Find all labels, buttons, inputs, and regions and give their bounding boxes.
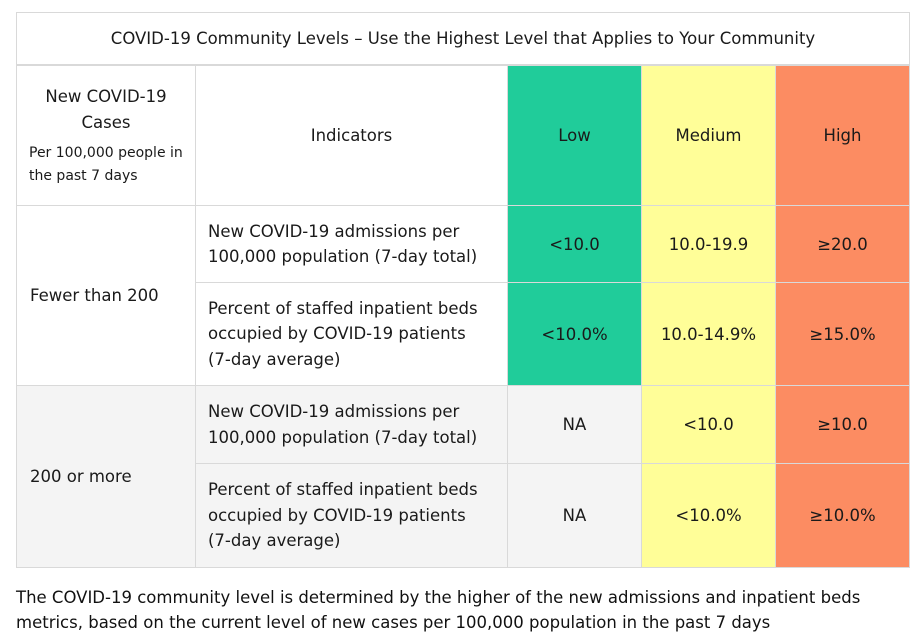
cases-group-label: Fewer than 200 [16, 205, 196, 386]
header-cases-subtitle: Per 100,000 people in the past 7 days [29, 144, 183, 184]
low-value: NA [507, 463, 642, 568]
table-row: Fewer than 200 New COVID-19 admissions p… [16, 205, 911, 386]
indicator-label: Percent of staffed inpatient beds occupi… [195, 282, 508, 386]
community-levels-table: COVID-19 Community Levels – Use the High… [15, 12, 911, 568]
indicator-label: New COVID-19 admissions per 100,000 popu… [195, 205, 508, 283]
footnote: The COVID-19 community level is determin… [16, 588, 861, 632]
header-medium: Medium [641, 64, 776, 206]
medium-value: <10.0% [641, 463, 776, 568]
medium-value: 10.0-19.9 [641, 205, 776, 283]
cases-group-label: 200 or more [16, 385, 196, 568]
table-row: 200 or more New COVID-19 admissions per … [16, 385, 911, 568]
header-low: Low [507, 64, 642, 206]
header-high: High [774, 64, 911, 206]
low-value: NA [507, 385, 642, 464]
table-row: Percent of staffed inpatient beds occupi… [17, 282, 911, 386]
table-row: Percent of staffed inpatient beds occupi… [17, 463, 911, 568]
high-value: ≥15.0% [774, 282, 911, 386]
header-indicators: Indicators [195, 64, 508, 206]
high-value: ≥10.0 [774, 385, 911, 464]
table-title: COVID-19 Community Levels – Use the High… [15, 12, 911, 66]
high-value: ≥20.0 [774, 205, 911, 283]
header-cases-cell: New COVID-19 Cases Per 100,000 people in… [16, 64, 196, 206]
indicator-label: New COVID-19 admissions per 100,000 popu… [195, 385, 508, 464]
header-row: New COVID-19 Cases Per 100,000 people in… [16, 64, 911, 206]
low-value: <10.0 [507, 205, 642, 283]
medium-value: <10.0 [641, 385, 776, 464]
high-value: ≥10.0% [774, 463, 911, 568]
medium-value: 10.0-14.9% [641, 282, 776, 386]
title-row: COVID-19 Community Levels – Use the High… [15, 12, 911, 66]
low-value: <10.0% [507, 282, 642, 386]
header-cases-title: New COVID-19 Cases [45, 86, 167, 132]
indicator-label: Percent of staffed inpatient beds occupi… [195, 463, 508, 568]
